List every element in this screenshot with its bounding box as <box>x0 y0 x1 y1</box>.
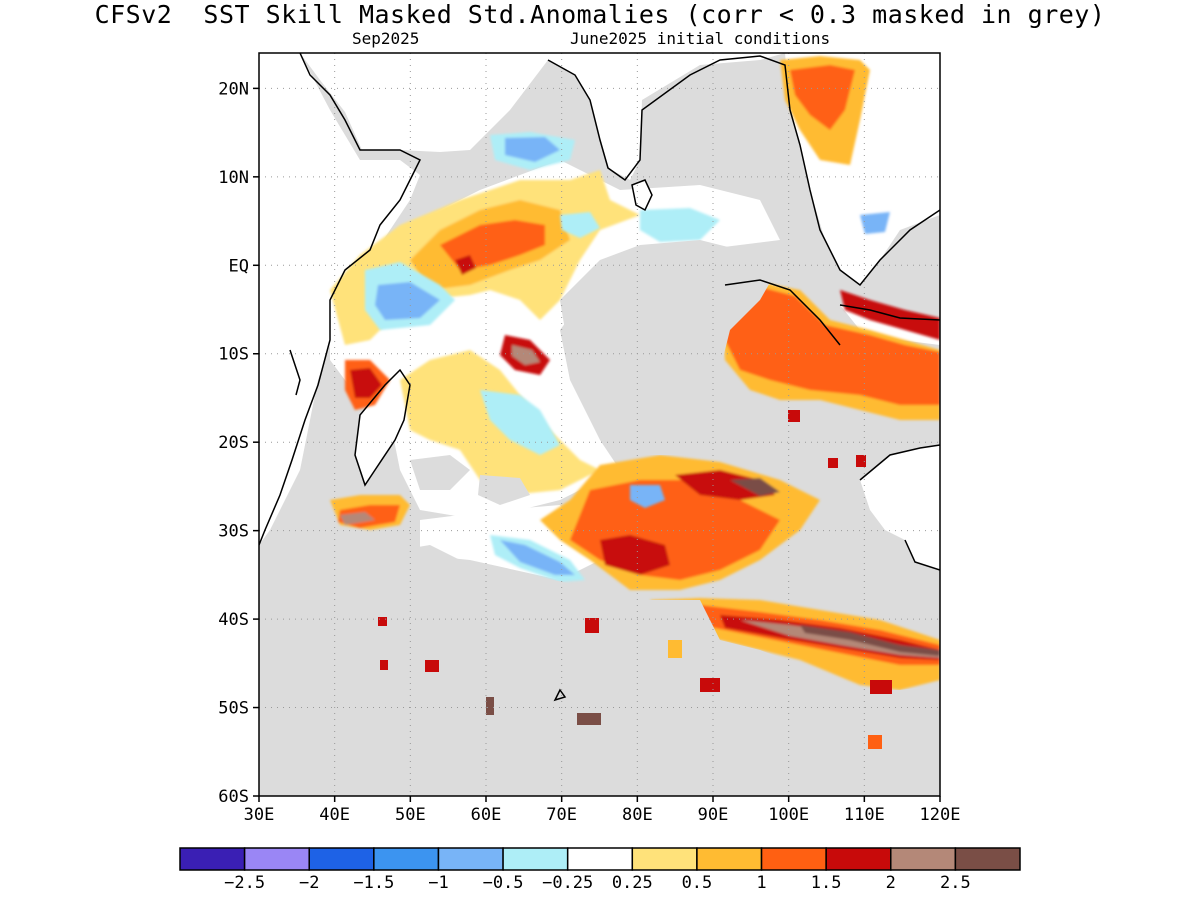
colorbar-swatch <box>179 847 246 871</box>
colorbar-label: 0.25 <box>611 873 653 893</box>
colorbar-swatch <box>566 847 634 871</box>
lon-tick-label: 110E <box>844 805 885 825</box>
coastlines <box>259 53 940 702</box>
colorbar-label: −1.5 <box>353 873 395 893</box>
anomaly-field <box>259 53 940 796</box>
lat-tick-label: 60S <box>218 787 249 807</box>
chart-title: CFSv2 SST Skill Masked Std.Anomalies (co… <box>94 0 1106 29</box>
colorbar-label: −2.5 <box>224 873 266 893</box>
colorbar-swatch <box>373 847 440 871</box>
lon-tick-label: 60E <box>471 805 502 825</box>
lat-tick-label: 30S <box>218 522 249 542</box>
valid-month-label: Sep2025 <box>352 29 420 48</box>
colorbar-swatch <box>696 847 763 871</box>
colorbar-label: −1 <box>428 873 449 893</box>
negative-anomaly-regions <box>365 132 890 582</box>
colorbar <box>179 847 1021 871</box>
lat-tick-label: 40S <box>218 610 249 630</box>
lon-tick-label: 90E <box>698 805 729 825</box>
colorbar-swatch <box>631 847 698 871</box>
lon-tick-label: 120E <box>920 805 961 825</box>
colorbar-label: −0.5 <box>482 873 524 893</box>
plot-frame <box>258 52 941 797</box>
colorbar-label: 2 <box>885 873 896 893</box>
lon-tick-label: 70E <box>546 805 577 825</box>
lat-tick-label: 50S <box>218 699 249 719</box>
lon-tick-label: 100E <box>768 805 809 825</box>
colorbar-swatch <box>308 847 375 871</box>
colorbar-label: 2.5 <box>940 873 971 893</box>
isolated-cells <box>378 410 892 749</box>
colorbar-swatch <box>890 847 957 871</box>
lat-tick-label: 10S <box>218 345 249 365</box>
colorbar-label: −0.25 <box>542 873 594 893</box>
colorbar-label: −2 <box>298 873 320 893</box>
colorbar-swatch <box>760 847 827 871</box>
lon-tick-label: 40E <box>319 805 350 825</box>
colorbar-label: 0.5 <box>681 873 713 893</box>
lon-tick-label: 30E <box>244 805 275 825</box>
colorbar-label: 1 <box>756 873 767 893</box>
colorbar-swatch <box>825 847 892 871</box>
lat-tick-label: EQ <box>229 256 249 276</box>
lat-tick-label: 20S <box>218 433 249 453</box>
lat-tick-label: 20N <box>218 79 249 99</box>
lon-tick-label: 80E <box>622 805 653 825</box>
lat-tick-label: 10N <box>218 168 249 188</box>
colorbar-swatch <box>954 847 1021 871</box>
colorbar-swatch <box>437 847 504 871</box>
colorbar-swatch <box>243 847 310 871</box>
init-conditions-label: June2025 initial conditions <box>570 29 831 48</box>
colorbar-swatch <box>502 847 569 871</box>
colorbar-label: 1.5 <box>810 873 842 893</box>
masked-regions <box>259 240 940 796</box>
positive-anomaly-regions <box>330 56 940 768</box>
lon-tick-label: 50E <box>395 805 426 825</box>
